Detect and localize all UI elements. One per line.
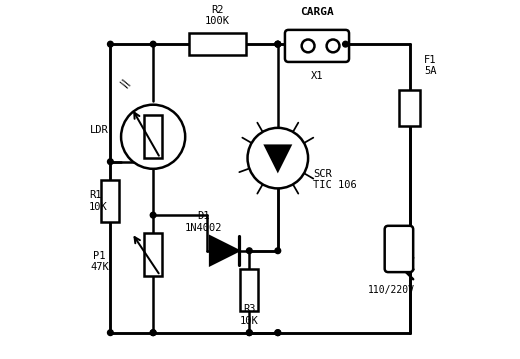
FancyBboxPatch shape — [285, 30, 349, 62]
Circle shape — [121, 105, 185, 169]
Circle shape — [275, 41, 281, 47]
Text: D1
1N4002: D1 1N4002 — [184, 211, 222, 233]
Circle shape — [275, 41, 281, 47]
Circle shape — [275, 330, 281, 336]
Polygon shape — [210, 237, 239, 265]
Text: \\: \\ — [118, 75, 133, 90]
FancyBboxPatch shape — [189, 33, 246, 55]
Text: X1: X1 — [311, 71, 323, 81]
Circle shape — [327, 39, 340, 52]
Circle shape — [302, 39, 315, 52]
Text: LDR: LDR — [90, 125, 109, 135]
Circle shape — [150, 330, 156, 336]
Text: F1
5A: F1 5A — [424, 55, 436, 76]
Circle shape — [246, 330, 252, 336]
Text: R2
100K: R2 100K — [205, 5, 230, 27]
Circle shape — [108, 41, 113, 47]
Circle shape — [150, 212, 156, 218]
Circle shape — [108, 330, 113, 336]
Circle shape — [246, 330, 252, 336]
Circle shape — [275, 41, 281, 47]
Circle shape — [246, 248, 252, 253]
Circle shape — [150, 41, 156, 47]
Text: SCR
TIC 106: SCR TIC 106 — [314, 169, 357, 190]
Circle shape — [275, 330, 281, 336]
FancyBboxPatch shape — [144, 115, 162, 158]
Text: CARGA: CARGA — [300, 7, 334, 17]
Polygon shape — [265, 146, 290, 171]
Circle shape — [248, 128, 308, 188]
Circle shape — [108, 159, 113, 164]
Circle shape — [275, 248, 281, 253]
Text: P1
47K: P1 47K — [90, 251, 109, 272]
Circle shape — [150, 330, 156, 336]
FancyBboxPatch shape — [240, 269, 258, 311]
FancyBboxPatch shape — [399, 90, 420, 126]
Text: 110/220V: 110/220V — [368, 285, 415, 295]
Text: R3
10K: R3 10K — [240, 304, 258, 326]
Text: R1
10K: R1 10K — [89, 190, 108, 212]
Circle shape — [343, 41, 348, 47]
FancyBboxPatch shape — [101, 180, 119, 222]
FancyBboxPatch shape — [144, 233, 162, 276]
FancyBboxPatch shape — [385, 226, 413, 272]
